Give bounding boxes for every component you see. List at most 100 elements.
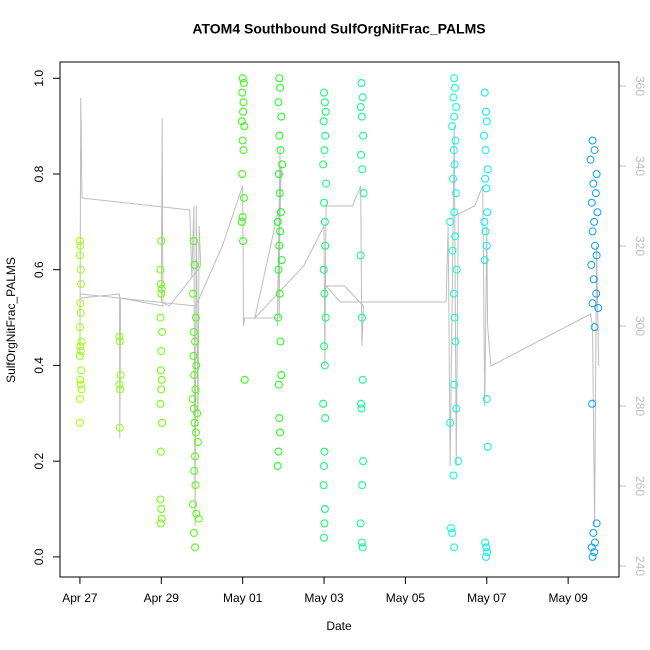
point: [450, 208, 459, 217]
point: [190, 260, 199, 269]
point: [483, 208, 492, 217]
point: [449, 174, 458, 183]
point: [451, 232, 460, 241]
point: [482, 117, 491, 126]
point: [191, 481, 200, 490]
y2-tick-label: 240: [633, 556, 647, 576]
y-axis-label: SulfOrgNitFrac_PALMS: [4, 257, 18, 383]
point: [76, 375, 85, 384]
point: [76, 380, 85, 389]
point: [75, 394, 84, 403]
point: [319, 117, 328, 126]
point: [240, 375, 249, 384]
point: [357, 79, 366, 88]
point: [115, 380, 124, 389]
point: [359, 457, 368, 466]
point: [319, 160, 328, 169]
point: [156, 366, 165, 375]
point: [276, 428, 285, 437]
point: [588, 552, 597, 561]
x-axis-label: Date: [326, 619, 352, 633]
point: [587, 198, 596, 207]
point: [193, 438, 202, 447]
point: [321, 107, 330, 116]
point: [76, 241, 85, 250]
point: [479, 131, 488, 140]
point: [115, 423, 124, 432]
point: [592, 519, 601, 528]
point: [448, 122, 457, 131]
point: [76, 347, 85, 356]
point: [276, 208, 285, 217]
point: [588, 227, 597, 236]
x-tick-label: May 03: [304, 591, 344, 605]
point: [75, 323, 84, 332]
point: [238, 213, 247, 222]
point: [274, 98, 283, 107]
point: [192, 509, 201, 518]
point: [320, 98, 329, 107]
point: [321, 241, 330, 250]
point: [275, 241, 284, 250]
point: [76, 308, 85, 317]
point: [448, 246, 457, 255]
point: [157, 347, 166, 356]
point: [116, 385, 125, 394]
point: [277, 256, 286, 265]
y2-tick-label: 300: [633, 316, 647, 336]
point: [358, 543, 367, 552]
point: [156, 313, 165, 322]
point: [77, 280, 86, 289]
y-tick-label: 1.0: [32, 70, 46, 87]
point: [449, 471, 458, 480]
point: [76, 265, 85, 274]
y2-tick-label: 360: [633, 76, 647, 96]
point: [239, 98, 248, 107]
point: [451, 136, 460, 145]
y2-tick-label: 280: [633, 396, 647, 416]
point: [590, 548, 599, 557]
point: [194, 514, 203, 523]
point: [480, 217, 489, 226]
point: [115, 332, 124, 341]
point: [322, 179, 331, 188]
point: [357, 150, 366, 159]
point: [237, 117, 246, 126]
point: [480, 88, 489, 97]
point: [356, 251, 365, 260]
point: [452, 102, 461, 111]
point: [276, 227, 285, 236]
point: [589, 528, 598, 537]
point: [115, 337, 124, 346]
point: [275, 74, 284, 83]
point: [190, 418, 199, 427]
point: [446, 418, 455, 427]
point: [278, 160, 287, 169]
point: [589, 275, 598, 284]
point: [356, 519, 365, 528]
chart-title: ATOM4 Southbound SulfOrgNitFrac_PALMS: [192, 21, 485, 37]
point: [356, 102, 365, 111]
point: [449, 93, 458, 102]
y-tick-label: 0.2: [32, 453, 46, 470]
point: [156, 265, 165, 274]
point: [275, 414, 284, 423]
point: [237, 217, 246, 226]
point: [191, 452, 200, 461]
point: [450, 74, 459, 83]
point: [276, 83, 285, 92]
point: [189, 351, 198, 360]
point: [482, 184, 491, 193]
point: [276, 146, 285, 155]
point: [319, 265, 328, 274]
point: [239, 146, 248, 155]
y2-tick-label: 260: [633, 476, 647, 496]
point: [189, 327, 198, 336]
point: [319, 481, 328, 490]
point: [358, 375, 367, 384]
point: [320, 198, 329, 207]
point: [239, 237, 248, 246]
point: [239, 79, 248, 88]
point: [75, 237, 84, 246]
